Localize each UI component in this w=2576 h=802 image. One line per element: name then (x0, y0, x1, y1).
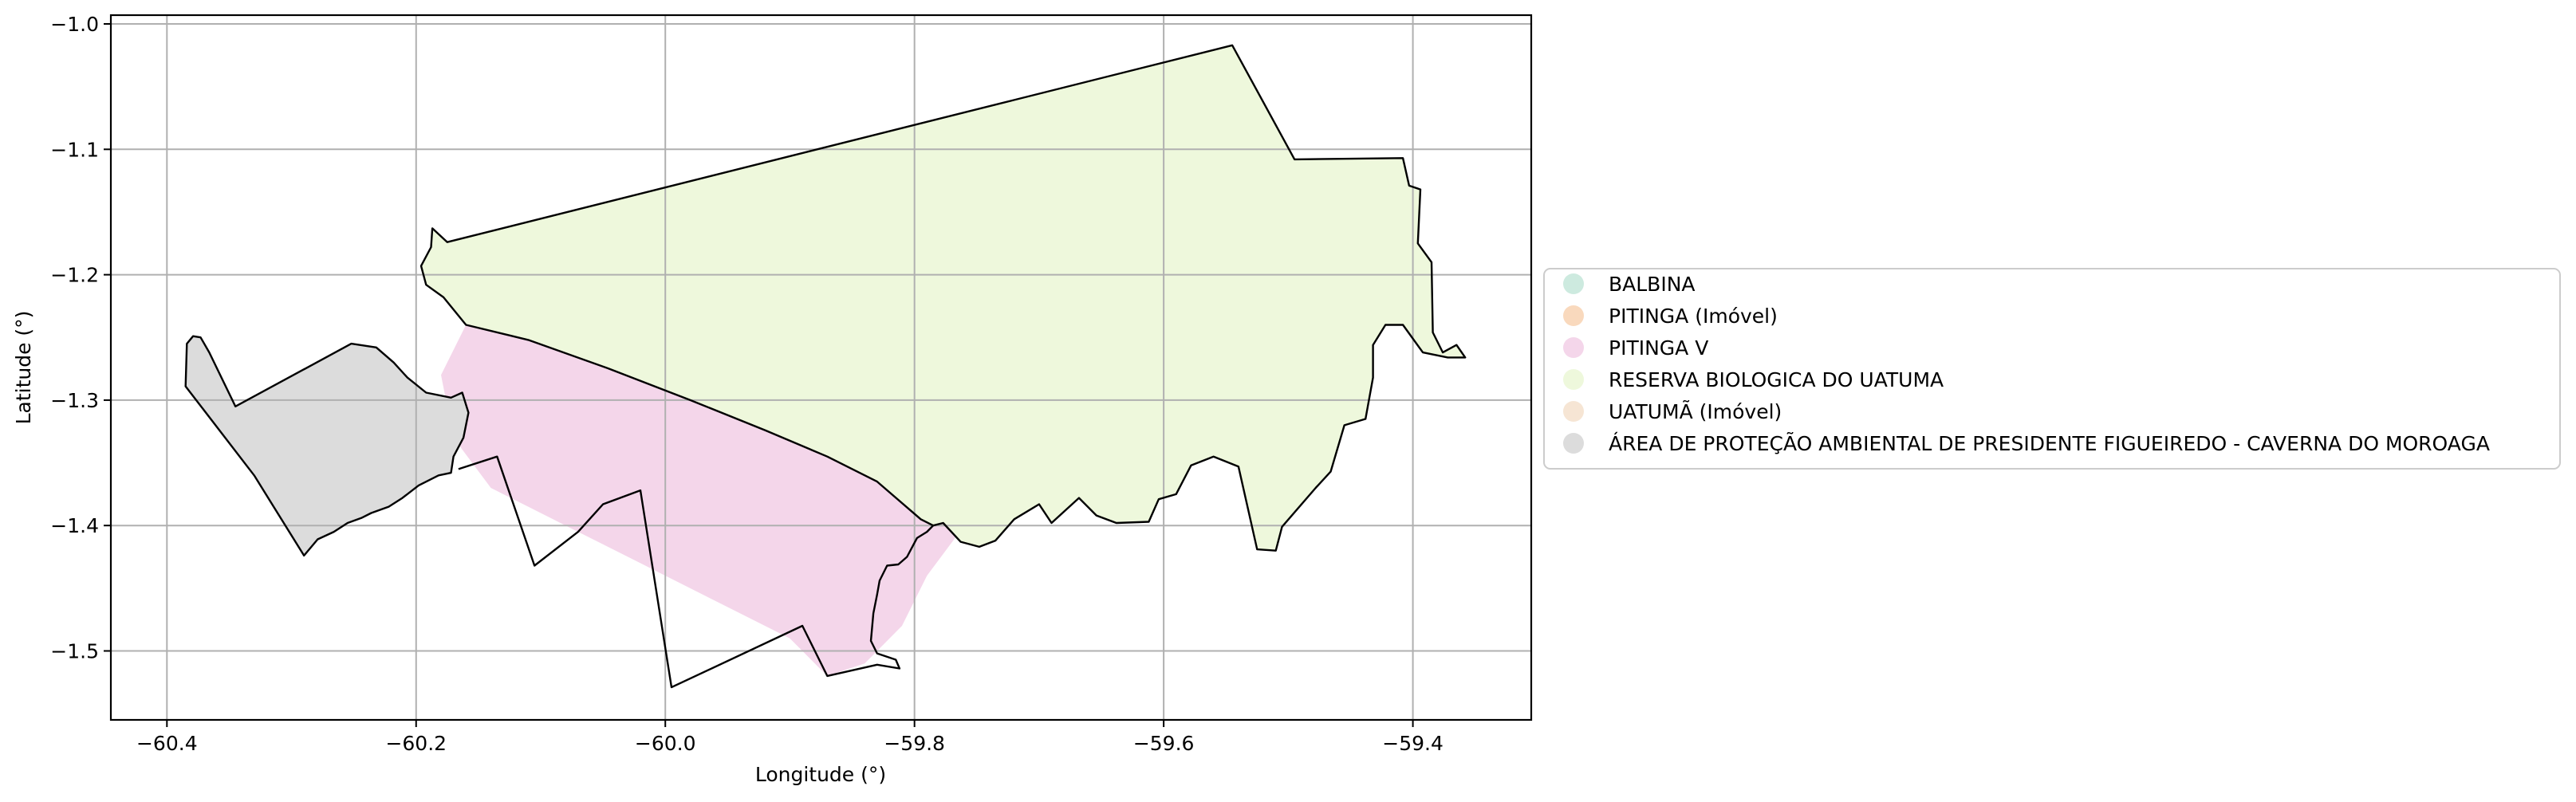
legend-marker-5 (1563, 433, 1584, 454)
legend-items: BALBINA PITINGA (Imóvel) PITINGA V RESERVA … (1563, 273, 2490, 455)
legend-label-1: PITINGA (Imóvel) (1609, 305, 1778, 328)
x-tick-label-5: −59.4 (1382, 732, 1444, 755)
x-tick-label-0: −60.4 (136, 732, 198, 755)
legend-marker-3 (1563, 369, 1584, 390)
boundary-line-0 (458, 455, 934, 689)
y-tick-label-1: −1.1 (50, 138, 99, 161)
legend-marker-0 (1563, 273, 1584, 294)
y-axis-ticks: −1.0 −1.1 −1.2 −1.3 −1.4 −1.5 (50, 13, 111, 662)
layer-outline-2 (184, 335, 470, 557)
x-axis-ticks: −60.4 −60.2 −60.0 −59.8 −59.6 −59.4 (136, 720, 1444, 755)
legend-label-2: PITINGA V (1609, 336, 1708, 360)
x-tick-label-1: −60.2 (385, 732, 447, 755)
y-tick-label-3: −1.3 (50, 389, 99, 412)
legend-marker-4 (1563, 401, 1584, 422)
plot-area: −60.4 −60.2 −60.0 −59.8 −59.6 −59.4 −1.0−1.1−… (12, 13, 1533, 786)
legend-label-4: UATUMÃ (Imóvel) (1609, 399, 1782, 423)
boundary-outlines (184, 44, 1467, 689)
plot-frame (109, 14, 1533, 721)
legend-frame (1543, 268, 2561, 470)
legend-marker-1 (1563, 305, 1584, 326)
legend-marker-2 (1563, 337, 1584, 358)
legend-label-5: ÁREA DE PROTEÇÃO AMBIENTAL DE PRESIDENTE… (1609, 431, 2490, 455)
y-tick-label-5: −1.5 (50, 639, 99, 662)
x-axis-title: Longitude (°) (755, 763, 886, 786)
legend-label-3: RESERVA BIOLOGICA DO UATUMA (1609, 368, 1944, 391)
x-tick-label-3: −59.8 (884, 732, 945, 755)
layer-polygon-0 (441, 324, 965, 676)
legend-label-0: BALBINA (1609, 273, 1696, 296)
y-tick-label-2: −1.2 (50, 264, 99, 287)
x-tick-label-2: −60.0 (635, 732, 696, 755)
legend: BALBINA PITINGA (Imóvel) PITINGA V RESERVA … (1543, 268, 2561, 470)
layer-polygon-1 (421, 45, 1466, 551)
y-axis-title: Latitude (°) (12, 311, 35, 425)
y-tick-label-0: −1.0 (50, 13, 99, 36)
y-tick-label-4: −1.4 (50, 514, 99, 537)
layer-outline-1 (419, 44, 1467, 552)
x-tick-label-4: −59.6 (1133, 732, 1195, 755)
